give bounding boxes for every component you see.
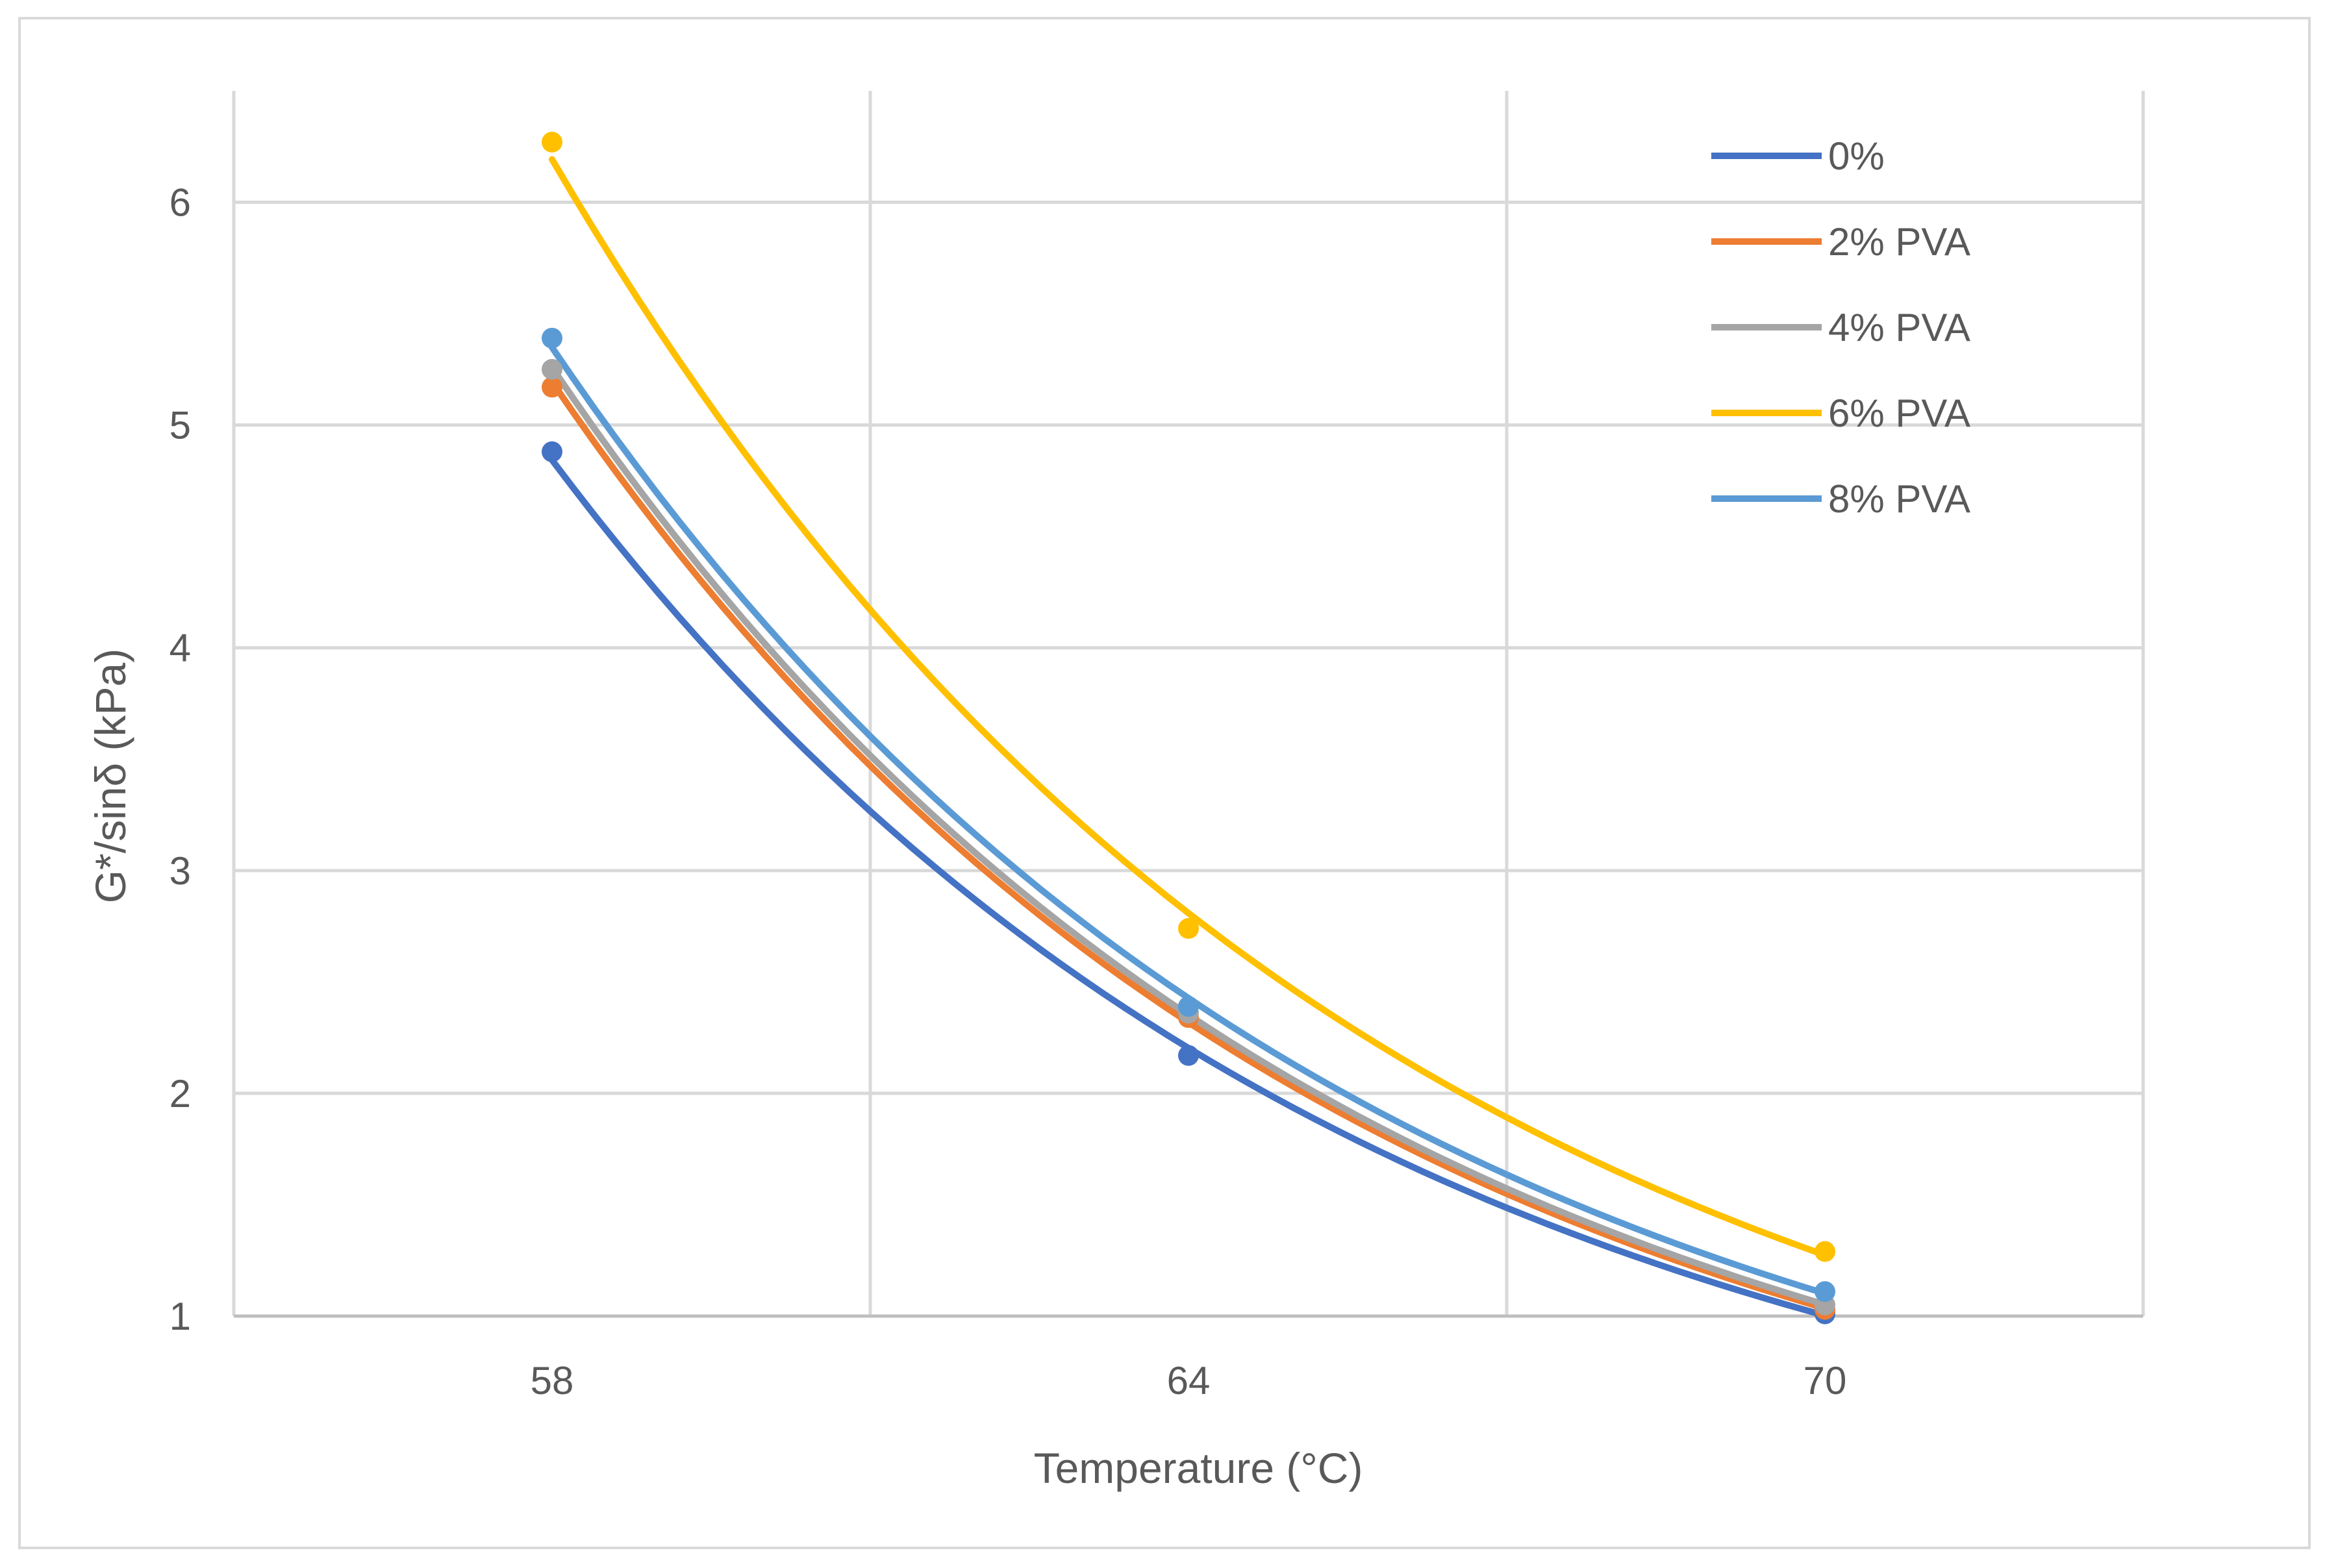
y-tick-label: 3 — [170, 849, 191, 893]
y-tick-label: 5 — [170, 404, 191, 447]
data-point — [1178, 1045, 1199, 1066]
data-point — [542, 327, 562, 349]
legend-label: 8% PVA — [1828, 477, 1970, 521]
trendline-6-pva — [549, 156, 1828, 1258]
data-point — [542, 131, 562, 153]
chart-frame — [18, 17, 2311, 1549]
y-tick-label: 2 — [170, 1072, 191, 1115]
x-tick-labels: 58 64 70 — [531, 1359, 1847, 1402]
data-point — [1178, 996, 1199, 1017]
data-points — [542, 131, 1835, 1325]
y-tick-label: 6 — [170, 181, 191, 225]
x-tick-label: 70 — [1804, 1359, 1847, 1402]
trendline-0- — [549, 456, 1828, 1319]
x-tick-label: 64 — [1167, 1359, 1211, 1402]
x-tick-label: 58 — [531, 1359, 574, 1402]
legend-label: 2% PVA — [1828, 220, 1970, 264]
y-tick-label: 1 — [170, 1295, 191, 1338]
data-point — [1815, 1241, 1835, 1262]
x-axis-title: Temperature (°C) — [1034, 1444, 1363, 1492]
data-point — [542, 358, 562, 380]
trendline-2-pva — [549, 379, 1828, 1312]
data-point — [542, 377, 562, 398]
y-tick-label: 4 — [170, 627, 191, 670]
legend-label: 0% — [1828, 134, 1885, 178]
trendline-4-pva — [549, 364, 1828, 1308]
trendline-8-pva — [549, 344, 1828, 1297]
legend-label: 6% PVA — [1828, 392, 1970, 435]
data-point — [542, 441, 562, 462]
legend: 0% 2% PVA 4% PVA 6% PVA 8% PVA — [1711, 134, 1970, 521]
data-point — [1178, 918, 1199, 940]
y-tick-labels: 1 2 3 4 5 6 — [170, 181, 191, 1338]
gridlines — [232, 91, 2145, 1318]
y-axis-title: G*/sinδ (kPa) — [86, 649, 134, 904]
trendlines — [549, 156, 1828, 1319]
legend-label: 4% PVA — [1828, 306, 1970, 349]
data-point — [1815, 1281, 1835, 1302]
